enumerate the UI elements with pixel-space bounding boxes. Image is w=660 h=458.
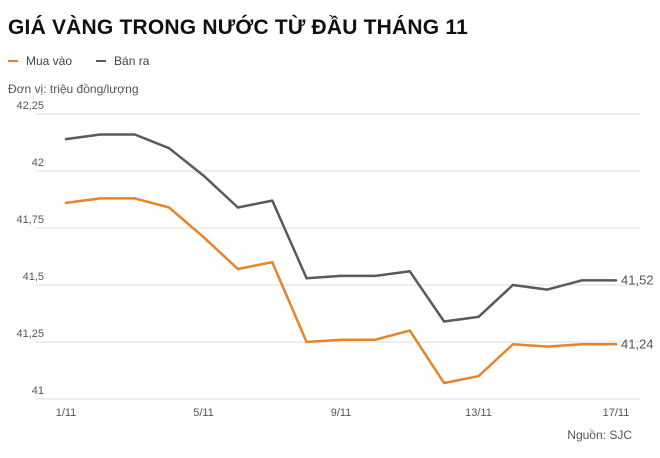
data-point <box>511 343 515 346</box>
data-point <box>99 133 102 136</box>
data-point <box>511 283 515 287</box>
source-label: Nguồn: SJC <box>567 428 632 442</box>
data-point <box>133 133 136 136</box>
y-tick-label: 42,25 <box>16 100 44 112</box>
x-tick-label: 5/11 <box>193 407 214 419</box>
data-point <box>133 197 136 200</box>
data-point <box>614 343 618 346</box>
data-point <box>546 345 549 348</box>
unit-label: Đơn vị: triệu đồng/lượng <box>8 82 139 96</box>
data-point <box>64 137 68 141</box>
data-point <box>236 206 240 209</box>
x-tick-label: 13/11 <box>465 407 492 419</box>
legend-swatch-ban-ra <box>96 60 107 62</box>
data-point <box>408 329 411 332</box>
legend-item-mua-vao: Mua vào <box>8 54 72 68</box>
data-point <box>477 315 480 319</box>
y-tick-label: 41,75 <box>16 214 44 226</box>
data-point <box>374 338 377 341</box>
data-point <box>477 375 480 378</box>
y-tick-label: 41 <box>32 385 44 397</box>
data-point <box>339 338 343 341</box>
data-point <box>442 381 446 385</box>
x-tick-label: 9/11 <box>331 407 352 419</box>
data-point <box>305 340 308 344</box>
end-value-label: 41,24 <box>621 336 654 351</box>
y-tick-label: 41,25 <box>16 328 44 340</box>
data-point <box>546 288 549 291</box>
data-point <box>271 261 274 264</box>
data-point <box>202 174 205 177</box>
series-line-mua-vao <box>64 197 618 385</box>
data-point <box>442 320 446 323</box>
data-point <box>236 267 240 271</box>
data-point <box>64 201 68 205</box>
data-point <box>374 274 377 278</box>
data-point <box>167 147 171 150</box>
data-point <box>408 270 411 273</box>
y-tick-label: 41,5 <box>23 271 44 283</box>
legend-label-mua-vao: Mua vào <box>26 54 73 68</box>
legend-item-ban-ra: Bán ra <box>96 54 149 68</box>
end-value-label: 41,52 <box>621 272 654 287</box>
data-point <box>614 279 618 282</box>
x-tick-label: 17/11 <box>603 407 630 419</box>
data-point <box>202 235 205 239</box>
legend-label-ban-ra: Bán ra <box>114 54 150 68</box>
data-point <box>580 279 583 282</box>
chart-title: GIÁ VÀNG TRONG NƯỚC TỪ ĐẦU THÁNG 11 <box>8 16 468 39</box>
y-tick-label: 42 <box>32 157 44 169</box>
data-point <box>305 276 308 280</box>
legend: Mua vào Bán ra <box>8 54 173 68</box>
legend-swatch-mua-vao <box>8 60 18 62</box>
data-point <box>580 343 583 346</box>
x-tick-label: 1/11 <box>56 407 77 419</box>
data-point <box>339 274 343 278</box>
data-point <box>167 206 171 209</box>
data-point <box>99 197 102 200</box>
data-point <box>271 199 274 202</box>
